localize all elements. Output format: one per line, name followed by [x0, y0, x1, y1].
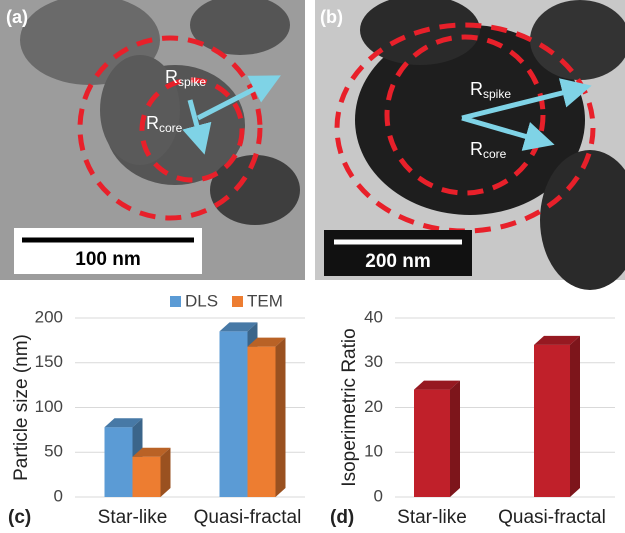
panel-label: (b) [320, 7, 343, 27]
x-tick-label: Quasi-fractal [498, 507, 606, 528]
bar-top [247, 337, 286, 347]
tem-image-b: Rspike Rcore (b) 200 nm [315, 0, 625, 290]
annotation: Rspike [165, 67, 206, 89]
bar [414, 389, 450, 497]
y-axis-label: Isoperimetric Ratio [339, 328, 360, 486]
bar-top [534, 335, 580, 345]
bar-side [275, 337, 286, 497]
bar-top [414, 380, 460, 390]
bar-side [450, 380, 460, 497]
bar [534, 344, 570, 497]
legend-swatch [170, 296, 181, 307]
y-tick-label: 150 [35, 352, 63, 371]
bar [132, 456, 161, 497]
bar-side [160, 447, 171, 497]
panel-label: (a) [6, 7, 28, 27]
legend-swatch [232, 296, 243, 307]
y-tick-label: 50 [44, 442, 63, 461]
legend-label: DLS [185, 291, 218, 310]
x-tick-label: Star-like [98, 507, 168, 528]
scale-bar-label: 100 nm [75, 249, 140, 270]
bar [104, 427, 133, 497]
y-tick-label: 30 [364, 352, 383, 371]
y-axis-label: Particle size (nm) [11, 334, 32, 481]
annotation: Rcore [146, 113, 183, 135]
y-tick-label: 20 [364, 397, 383, 416]
bar-top [219, 322, 258, 332]
bar [219, 331, 248, 497]
y-tick-label: 0 [54, 486, 63, 505]
panel-label: (c) [8, 507, 31, 528]
bar-top [132, 447, 171, 457]
y-tick-label: 10 [364, 442, 383, 461]
tem-image-a: Rspike Rcore (a) 100 nm [0, 0, 305, 280]
legend-label: TEM [247, 291, 283, 310]
bar [247, 346, 276, 497]
panel-label: (d) [330, 507, 354, 528]
scale-bar-label: 200 nm [365, 251, 430, 272]
annotation: Rspike [470, 79, 511, 101]
y-tick-label: 200 [35, 307, 63, 326]
bar-top [104, 418, 143, 428]
x-tick-label: Star-like [397, 507, 467, 528]
y-tick-label: 0 [374, 486, 383, 505]
y-tick-label: 40 [364, 307, 383, 326]
y-tick-label: 100 [35, 397, 63, 416]
annotation: Rcore [470, 139, 507, 161]
x-tick-label: Quasi-fractal [194, 507, 302, 528]
bar-side [570, 335, 580, 497]
